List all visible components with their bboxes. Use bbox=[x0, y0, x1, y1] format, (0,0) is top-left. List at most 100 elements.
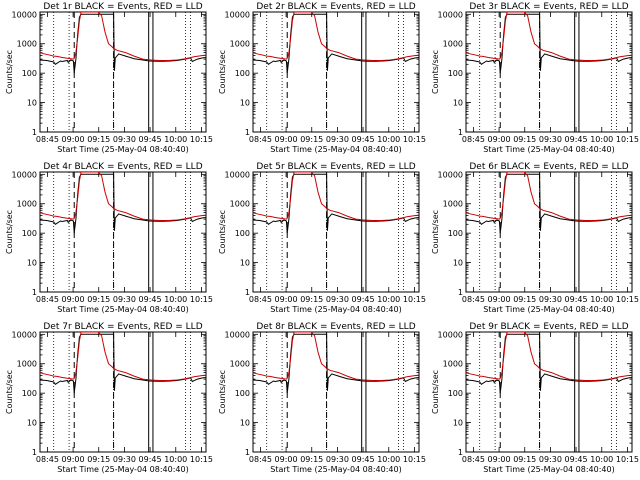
x-tick-label: 08:45 bbox=[36, 135, 59, 144]
x-tick-label: 09:00 bbox=[275, 295, 298, 304]
x-axis-label: Start Time (25-May-04 08:40:40) bbox=[57, 305, 188, 314]
x-axis-label: Start Time (25-May-04 08:40:40) bbox=[57, 145, 188, 154]
y-axis-label: Counts/sec bbox=[431, 50, 440, 94]
x-tick-label: 09:00 bbox=[62, 455, 85, 464]
x-tick-label: 10:00 bbox=[590, 135, 613, 144]
y-axis-label: Counts/sec bbox=[431, 210, 440, 254]
y-tick-label: 10000 bbox=[225, 330, 250, 339]
series-events bbox=[40, 13, 206, 74]
y-tick-label: 1000 bbox=[230, 40, 250, 49]
series-lld bbox=[466, 172, 632, 221]
series-events bbox=[466, 173, 632, 234]
series-events bbox=[466, 333, 632, 394]
y-tick-label: 10 bbox=[453, 419, 463, 428]
x-tick-label: 09:00 bbox=[62, 135, 85, 144]
chart-title: Det 4r BLACK = Events, RED = LLD bbox=[43, 162, 202, 172]
y-tick-label: 10 bbox=[240, 259, 250, 268]
x-tick-label: 09:00 bbox=[275, 135, 298, 144]
x-tick-label: 09:45 bbox=[565, 295, 588, 304]
x-axis-label: Start Time (25-May-04 08:40:40) bbox=[270, 305, 401, 314]
detector-panel-7: Det 7r BLACK = Events, RED = LLD 1 10 100 10… bbox=[5, 322, 213, 474]
plot-frame bbox=[252, 171, 420, 293]
x-tick-label: 08:45 bbox=[462, 455, 485, 464]
x-tick-label: 09:45 bbox=[139, 295, 162, 304]
y-tick-label: 1 bbox=[32, 288, 37, 297]
y-tick-label: 100 bbox=[235, 229, 250, 238]
x-tick-label: 09:30 bbox=[113, 295, 136, 304]
series-lld bbox=[253, 12, 419, 61]
x-tick-label: 09:30 bbox=[113, 135, 136, 144]
x-tick-label: 10:15 bbox=[190, 455, 213, 464]
y-tick-label: 10 bbox=[27, 259, 37, 268]
y-tick-label: 1 bbox=[458, 288, 463, 297]
plot-frame bbox=[39, 331, 207, 453]
x-tick-label: 09:15 bbox=[87, 295, 110, 304]
y-tick-label: 100 bbox=[235, 389, 250, 398]
x-tick-label: 09:15 bbox=[513, 455, 536, 464]
x-tick-label: 10:15 bbox=[616, 455, 639, 464]
y-tick-label: 1 bbox=[245, 128, 250, 137]
y-tick-label: 10 bbox=[453, 99, 463, 108]
y-tick-label: 10 bbox=[240, 99, 250, 108]
x-tick-label: 08:45 bbox=[36, 455, 59, 464]
x-tick-label: 09:45 bbox=[352, 295, 375, 304]
y-tick-label: 10000 bbox=[225, 10, 250, 19]
plot-frame bbox=[465, 331, 633, 453]
series-lld bbox=[40, 172, 206, 221]
y-tick-label: 100 bbox=[22, 69, 37, 78]
y-tick-label: 1000 bbox=[230, 360, 250, 369]
x-tick-label: 08:45 bbox=[462, 295, 485, 304]
detector-panel-8: Det 8r BLACK = Events, RED = LLD 1 10 100 10… bbox=[218, 322, 426, 474]
x-tick-label: 09:45 bbox=[139, 455, 162, 464]
x-tick-label: 09:15 bbox=[300, 135, 323, 144]
series-events bbox=[466, 13, 632, 74]
x-axis-label: Start Time (25-May-04 08:40:40) bbox=[270, 145, 401, 154]
x-tick-label: 09:30 bbox=[326, 455, 349, 464]
x-tick-label: 08:45 bbox=[249, 135, 272, 144]
series-events bbox=[40, 333, 206, 394]
series-lld bbox=[40, 12, 206, 61]
chart-title: Det 5r BLACK = Events, RED = LLD bbox=[256, 162, 415, 172]
x-tick-label: 09:45 bbox=[565, 455, 588, 464]
y-tick-label: 10 bbox=[240, 419, 250, 428]
x-axis-label: Start Time (25-May-04 08:40:40) bbox=[483, 465, 614, 474]
x-tick-label: 09:15 bbox=[513, 295, 536, 304]
y-tick-label: 10000 bbox=[12, 170, 37, 179]
series-lld bbox=[40, 332, 206, 381]
x-tick-label: 09:30 bbox=[539, 295, 562, 304]
detector-panel-6: Det 6r BLACK = Events, RED = LLD 1 10 100 10… bbox=[431, 162, 639, 314]
x-tick-label: 09:00 bbox=[488, 455, 511, 464]
series-lld bbox=[466, 332, 632, 381]
y-axis-label: Counts/sec bbox=[5, 50, 14, 94]
y-axis-label: Counts/sec bbox=[218, 370, 227, 414]
y-tick-label: 10000 bbox=[438, 170, 463, 179]
y-tick-label: 10 bbox=[27, 419, 37, 428]
chart-title: Det 6r BLACK = Events, RED = LLD bbox=[469, 162, 628, 172]
x-tick-label: 09:15 bbox=[300, 295, 323, 304]
y-tick-label: 1000 bbox=[17, 200, 37, 209]
y-tick-label: 10000 bbox=[12, 10, 37, 19]
series-events bbox=[253, 13, 419, 74]
y-tick-label: 1000 bbox=[443, 40, 463, 49]
x-tick-label: 09:15 bbox=[87, 135, 110, 144]
x-tick-label: 09:30 bbox=[539, 455, 562, 464]
y-axis-label: Counts/sec bbox=[5, 210, 14, 254]
x-tick-label: 09:30 bbox=[326, 295, 349, 304]
x-tick-label: 09:00 bbox=[62, 295, 85, 304]
y-tick-label: 10000 bbox=[438, 10, 463, 19]
series-events bbox=[253, 173, 419, 234]
series-events bbox=[40, 173, 206, 234]
y-tick-label: 100 bbox=[22, 229, 37, 238]
y-tick-label: 10 bbox=[453, 259, 463, 268]
chart-title: Det 2r BLACK = Events, RED = LLD bbox=[256, 2, 415, 12]
chart-title: Det 7r BLACK = Events, RED = LLD bbox=[43, 322, 202, 332]
plot-frame bbox=[252, 11, 420, 133]
detector-panel-5: Det 5r BLACK = Events, RED = LLD 1 10 100 10… bbox=[218, 162, 426, 314]
x-tick-label: 08:45 bbox=[249, 455, 272, 464]
y-tick-label: 1 bbox=[458, 448, 463, 457]
x-tick-label: 09:00 bbox=[488, 295, 511, 304]
x-tick-label: 10:15 bbox=[190, 135, 213, 144]
y-tick-label: 1 bbox=[458, 128, 463, 137]
x-axis-label: Start Time (25-May-04 08:40:40) bbox=[483, 305, 614, 314]
